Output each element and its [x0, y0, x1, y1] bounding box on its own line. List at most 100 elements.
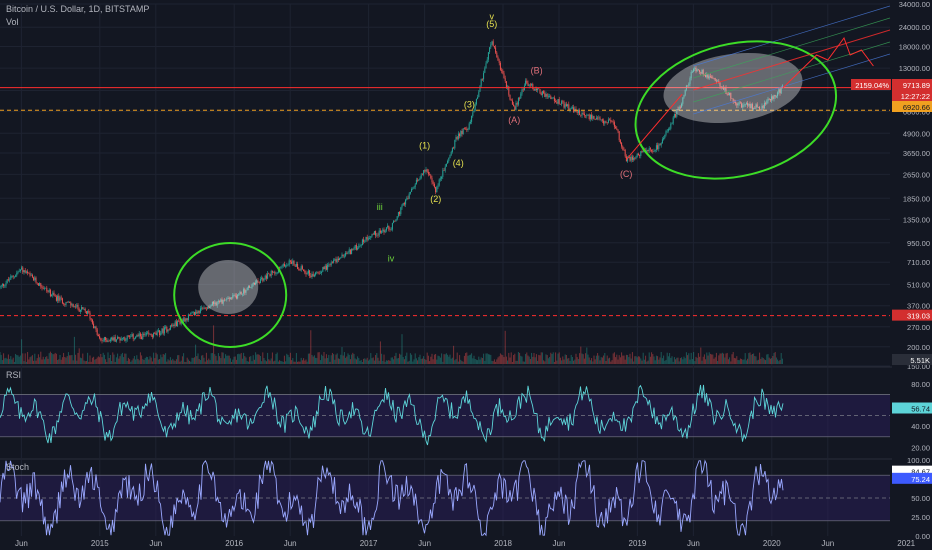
volume-bar: [103, 354, 105, 364]
volume-bar: [507, 360, 509, 364]
candle-body: [97, 335, 99, 337]
volume-bar: [532, 356, 534, 364]
price-axis[interactable]: 34000.0024000.0018000.0013000.009300.006…: [851, 0, 932, 550]
price-badge: [851, 79, 891, 90]
volume-bar: [223, 358, 225, 364]
candle-body: [636, 153, 638, 157]
candle-body: [408, 193, 410, 199]
volume-bar: [339, 358, 341, 364]
price-tick-label: 2650.00: [903, 170, 930, 179]
candle-body: [309, 270, 311, 276]
candle-body: [557, 99, 559, 104]
volume-bar: [432, 359, 434, 364]
candle-body: [264, 275, 266, 279]
volume-bar: [664, 360, 666, 364]
wave-label: (B): [531, 66, 543, 76]
candle-body: [539, 89, 541, 94]
candle-body: [63, 303, 65, 305]
volume-bar: [160, 354, 162, 364]
candle-body: [514, 106, 516, 110]
candle-body: [532, 84, 534, 89]
candle-body: [173, 324, 175, 326]
candle-body: [654, 150, 656, 152]
volume-bar: [579, 353, 581, 364]
volume-bar: [318, 352, 320, 364]
volume-bar: [232, 359, 234, 364]
candle-body: [288, 260, 290, 265]
candle-body: [615, 126, 617, 129]
volume-bar: [310, 330, 312, 364]
price-badge: [892, 90, 932, 101]
candle-body: [385, 227, 387, 231]
volume-bar: [516, 360, 518, 364]
volume-bar: [724, 357, 726, 364]
candle-body: [588, 114, 590, 120]
volume-bar: [713, 358, 715, 364]
volume-bar: [323, 352, 325, 364]
volume-bar: [154, 358, 156, 364]
candle-body: [273, 271, 275, 273]
candle-body: [138, 333, 140, 337]
candle-body: [261, 277, 263, 280]
candle-body: [76, 304, 78, 307]
candle-body: [3, 284, 5, 287]
volume-bar: [730, 361, 732, 364]
symbol-title[interactable]: Bitcoin / U.S. Dollar, 1D, BITSTAMP: [6, 4, 150, 14]
volume-bar: [355, 359, 357, 364]
volume-bar: [359, 360, 361, 364]
volume-bar: [130, 361, 132, 364]
candle-body: [153, 332, 155, 337]
volume-bar: [87, 352, 89, 364]
volume-bar: [59, 354, 61, 364]
volume-bar: [309, 353, 311, 364]
candle-body: [672, 117, 674, 124]
candle-body: [347, 252, 349, 254]
candle-body: [27, 271, 29, 274]
candle-body: [717, 80, 719, 82]
volume-bar: [12, 357, 14, 364]
volume-bar: [73, 336, 75, 364]
volume-bar: [676, 357, 678, 364]
volume-bar: [256, 354, 258, 364]
volume-bar: [545, 354, 547, 364]
volume-bar: [766, 354, 768, 364]
candle-body: [114, 337, 116, 342]
candle-body: [762, 105, 764, 109]
volume-bar: [631, 352, 633, 364]
candle-body: [739, 102, 741, 104]
volume-bar: [95, 358, 97, 364]
volume-bar: [352, 352, 354, 364]
volume-bar: [199, 360, 201, 364]
volume-bar: [498, 356, 500, 364]
volume-bar: [31, 355, 33, 364]
time-tick-label: 2021: [897, 539, 915, 548]
candle-body: [527, 83, 529, 86]
volume-bar: [748, 353, 750, 364]
candle-body: [346, 252, 348, 254]
volume-bar: [105, 359, 107, 364]
candle-body: [10, 276, 12, 280]
candle-body: [525, 80, 527, 86]
wave-label: (5): [486, 19, 497, 29]
candle-body: [217, 301, 219, 302]
time-tick-label: Jun: [821, 539, 834, 548]
candle-body: [571, 107, 573, 109]
candle-body: [635, 156, 637, 159]
volume-bar: [381, 353, 383, 364]
candle-body: [156, 331, 158, 335]
candle-body: [69, 302, 71, 303]
candle-body: [529, 84, 531, 86]
volume-bar: [89, 355, 91, 364]
candle-body: [133, 338, 135, 340]
volume-bar: [672, 361, 674, 364]
time-axis[interactable]: Jun 2015 Jun 2016 Jun 2017 Jun 2018 Jun 2019 Jun 20…: [15, 539, 916, 548]
candle-body: [601, 119, 603, 121]
volume-bar: [441, 353, 443, 364]
volume-bar: [70, 355, 72, 364]
volume-bar: [508, 352, 510, 364]
price-badge: [892, 472, 932, 484]
candle-body: [127, 335, 129, 337]
volume-bar: [148, 359, 150, 364]
volume-bar: [271, 352, 273, 364]
volume-bar: [327, 358, 329, 364]
